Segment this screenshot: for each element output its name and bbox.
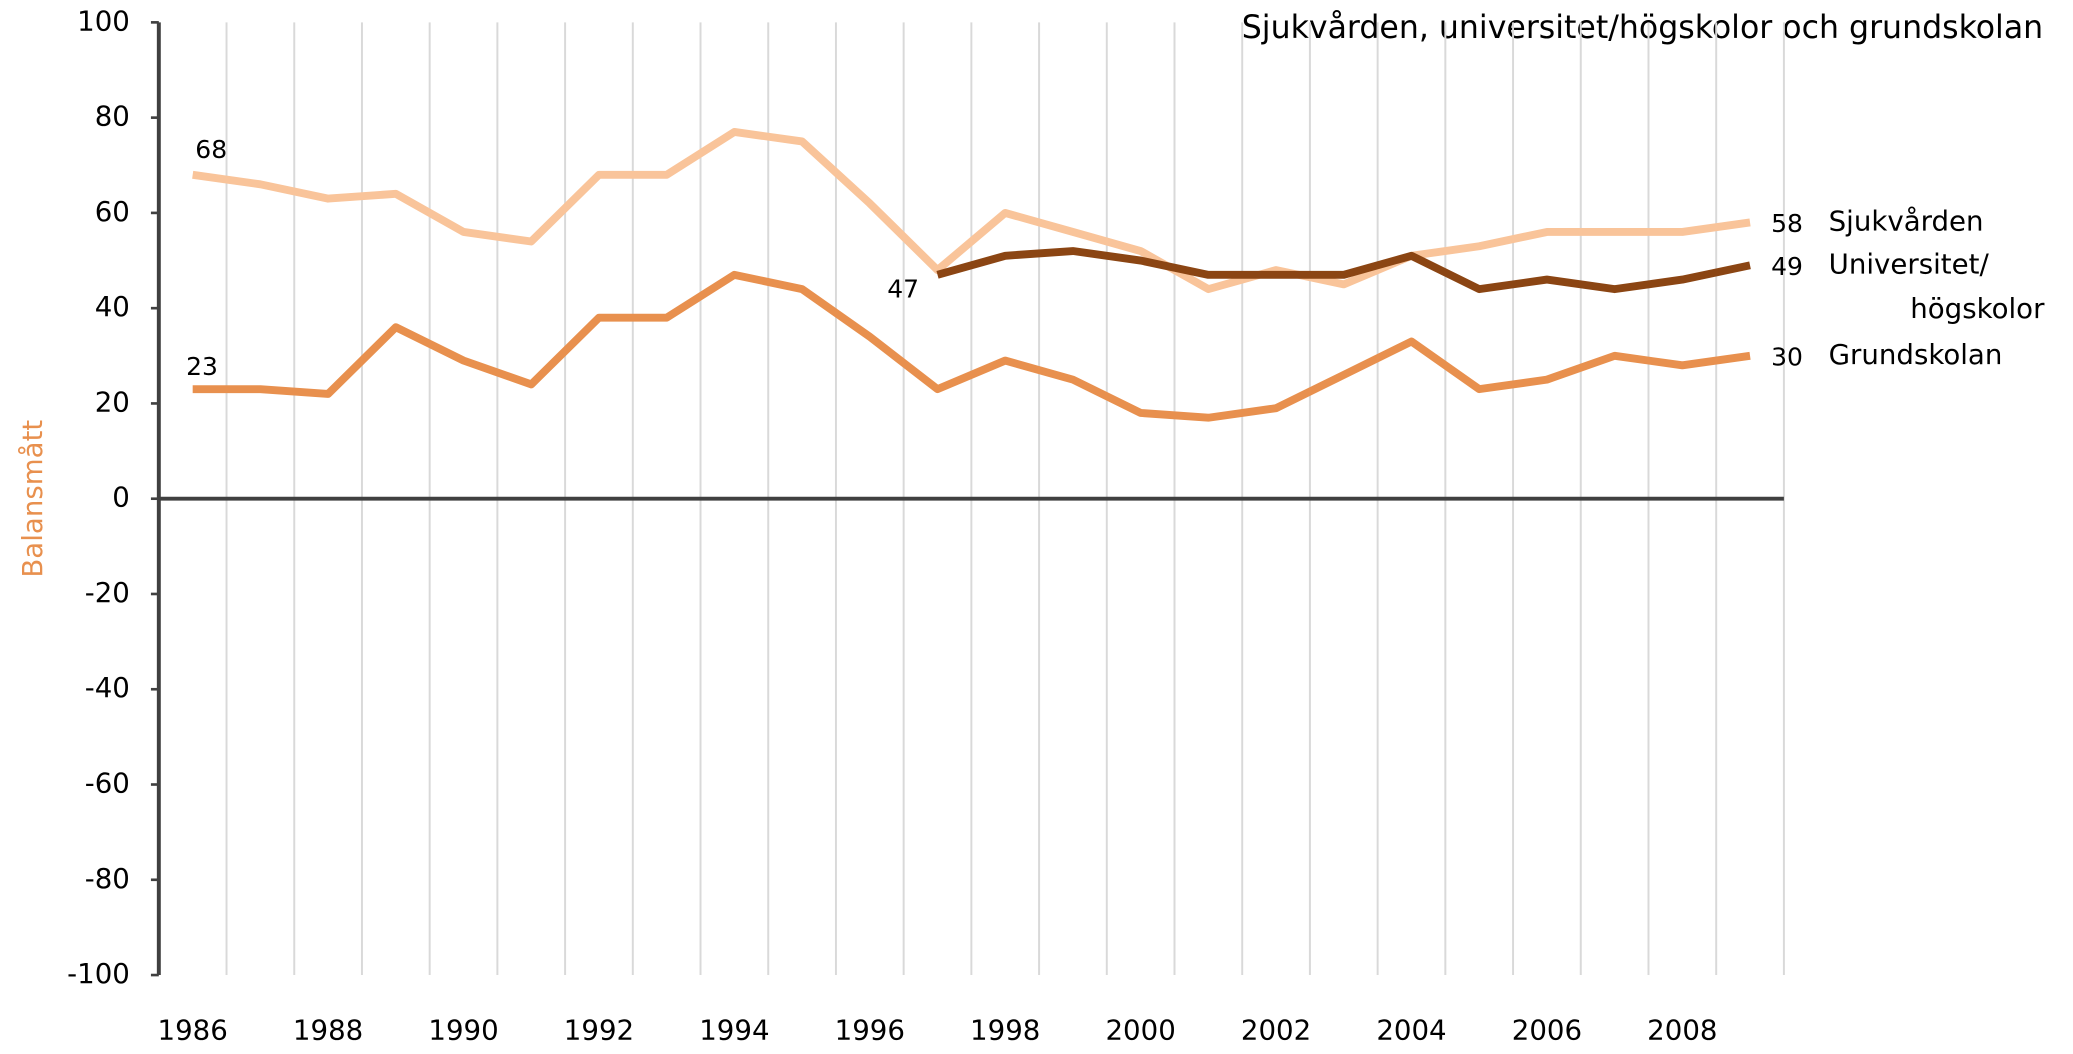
- y-tick-label: 0: [112, 481, 130, 514]
- y-tick-label: -100: [67, 957, 130, 990]
- x-tick-label: 2008: [1647, 1014, 1717, 1047]
- series-line: [936, 247, 1751, 294]
- x-tick-label: 1990: [428, 1014, 498, 1047]
- x-tick-label: 1996: [835, 1014, 905, 1047]
- x-tick-label: 1998: [970, 1014, 1040, 1047]
- x-tick-label: 1992: [564, 1014, 634, 1047]
- data-label: 58: [1771, 209, 1803, 238]
- y-axis-label: Balansmått: [16, 420, 49, 578]
- legend-label: Sjukvården: [1829, 204, 1984, 237]
- x-tick-label: 2006: [1512, 1014, 1582, 1047]
- y-tick-label: -80: [85, 862, 130, 895]
- y-tick-label: -60: [85, 767, 130, 800]
- data-label: 68: [195, 135, 227, 164]
- y-tick-label: 20: [95, 385, 130, 418]
- y-tick-label: 80: [95, 100, 130, 133]
- x-tick-label: 1994: [699, 1014, 769, 1047]
- series-line: [192, 127, 1751, 294]
- y-tick-label: 60: [95, 195, 130, 228]
- data-label: 23: [186, 352, 218, 381]
- y-tick-label: -20: [85, 576, 130, 609]
- legend-label: Universitet/högskolor: [1829, 247, 2045, 325]
- chart-title: Sjukvården, universitet/högskolor och gr…: [1242, 9, 2043, 46]
- y-tick-label: 100: [77, 4, 130, 37]
- data-label: 30: [1771, 342, 1803, 371]
- x-tick-label: 2002: [1241, 1014, 1311, 1047]
- x-tick-label: 2000: [1105, 1014, 1175, 1047]
- x-tick-label: 1986: [158, 1014, 228, 1047]
- data-label: 47: [887, 275, 919, 304]
- legend-label: Grundskolan: [1829, 338, 2003, 371]
- x-tick-label: 2004: [1376, 1014, 1446, 1047]
- y-tick-label: -40: [85, 671, 130, 704]
- series-line: [192, 270, 1751, 422]
- x-tick-label: 1988: [293, 1014, 363, 1047]
- y-tick-label: 40: [95, 290, 130, 323]
- data-label: 49: [1771, 252, 1803, 281]
